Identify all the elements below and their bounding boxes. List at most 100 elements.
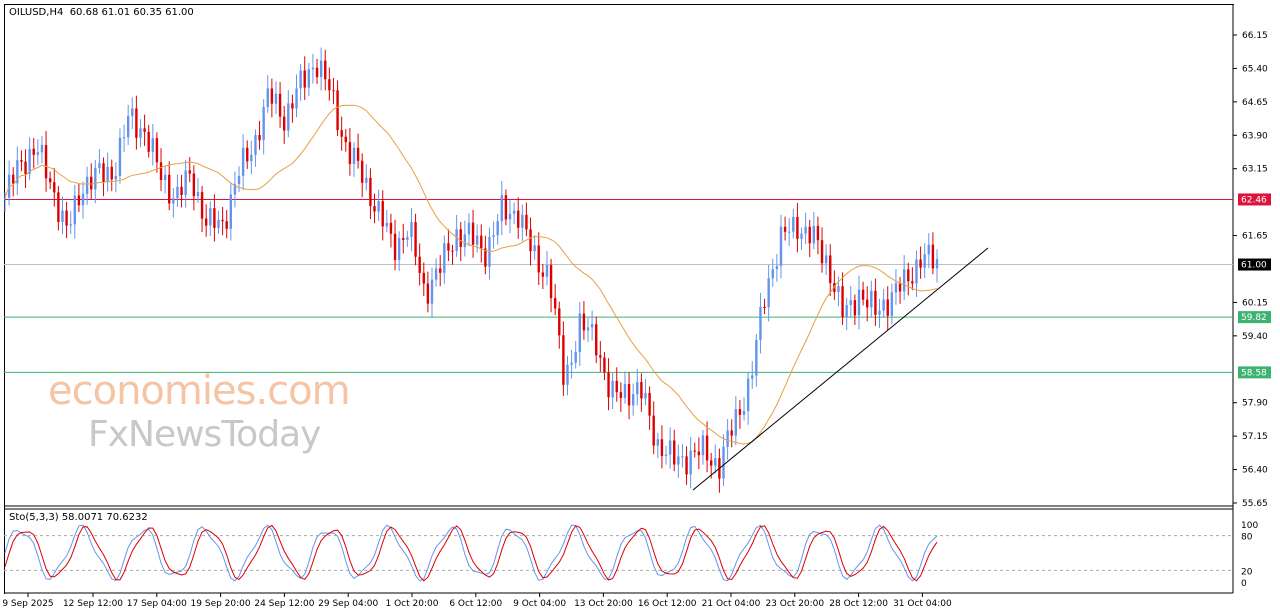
- candle-body: [393, 233, 397, 260]
- candle-body: [911, 281, 914, 284]
- time-tick-label: 17 Sep 04:00: [127, 599, 187, 609]
- candle-body: [307, 69, 311, 88]
- candle-body: [237, 175, 241, 185]
- candle-body: [611, 380, 614, 398]
- candle-body: [53, 182, 56, 193]
- candle-body: [907, 269, 910, 282]
- candle-body: [640, 382, 643, 399]
- candle-body: [159, 162, 163, 180]
- candle-body: [155, 138, 159, 163]
- candle-body: [225, 221, 228, 229]
- time-tick-label: 28 Oct 12:00: [829, 599, 888, 609]
- price-tick-label: 57.90: [1242, 399, 1268, 409]
- candle-body: [664, 454, 668, 456]
- candle-body: [233, 184, 237, 195]
- candle-body: [689, 450, 692, 475]
- candle-body: [742, 411, 746, 415]
- candle-body: [521, 214, 524, 228]
- price-tick-label: 55.65: [1242, 499, 1268, 509]
- price-tick-label: 66.15: [1242, 31, 1268, 41]
- candle-body: [861, 289, 865, 300]
- candle-body: [81, 193, 85, 206]
- candle-body: [787, 231, 791, 233]
- candle-body: [221, 219, 224, 222]
- candle-body: [693, 450, 696, 452]
- candle-body: [488, 236, 491, 267]
- candle-body: [110, 166, 113, 180]
- candle-body: [931, 244, 935, 269]
- candle-body: [755, 340, 758, 376]
- level-price-label: 59.82: [1241, 313, 1267, 323]
- candle-body: [652, 415, 655, 446]
- candle-body: [512, 210, 516, 214]
- time-tick-label: 24 Sep 12:00: [254, 599, 314, 609]
- candle-body: [340, 130, 343, 137]
- watermark-fxnewstoday: FxNewsToday: [88, 414, 321, 455]
- candle-body: [492, 235, 495, 237]
- candle-body: [866, 299, 869, 308]
- candle-body: [122, 137, 126, 139]
- candle-body: [217, 219, 220, 228]
- candle-body: [126, 116, 130, 138]
- candle-body: [287, 103, 290, 131]
- candle-body: [471, 222, 475, 245]
- candle-body: [389, 222, 393, 234]
- candle-body: [439, 268, 442, 273]
- candle-body: [377, 201, 380, 212]
- candle-body: [65, 210, 68, 226]
- candle-body: [381, 201, 384, 227]
- candle-body: [192, 173, 196, 197]
- stochastic-axis-label: 100: [1241, 521, 1258, 531]
- candle-body: [656, 439, 660, 446]
- candle-body: [808, 226, 811, 244]
- candle-body: [270, 88, 274, 104]
- candle-body: [533, 245, 536, 252]
- candle-body: [677, 456, 680, 465]
- candle-body: [204, 218, 208, 226]
- time-tick-label: 16 Oct 12:00: [638, 599, 697, 609]
- candle-body: [455, 229, 458, 251]
- candle-body: [603, 357, 606, 373]
- candle-body: [278, 93, 282, 117]
- level-price-label: 61.00: [1241, 261, 1267, 271]
- candle-body: [369, 177, 372, 207]
- candle-body: [69, 224, 72, 226]
- candle-body: [935, 258, 939, 269]
- candle-body: [241, 147, 245, 176]
- candle-body: [558, 308, 561, 336]
- candle-body: [180, 186, 183, 196]
- candle-body: [919, 259, 922, 268]
- candle-body: [484, 248, 487, 267]
- time-tick-label: 9 Sep 2025: [2, 599, 53, 609]
- candle-body: [730, 430, 733, 436]
- time-tick-label: 29 Sep 04:00: [318, 599, 378, 609]
- candle-body: [582, 313, 586, 331]
- candle-body: [299, 70, 302, 89]
- candle-body: [874, 290, 877, 315]
- candle-body: [282, 116, 286, 131]
- candle-body: [746, 378, 750, 412]
- price-tick-label: 61.65: [1242, 232, 1268, 242]
- candle-body: [139, 128, 142, 138]
- candle-body: [705, 435, 709, 461]
- candle-body: [44, 144, 48, 179]
- candle-body: [631, 394, 635, 406]
- candle-body: [28, 148, 31, 175]
- candle-body: [751, 375, 754, 379]
- candle-body: [246, 147, 249, 162]
- stochastic-axis-label: 20: [1241, 567, 1253, 577]
- candle-body: [525, 214, 528, 230]
- candle-body: [792, 216, 795, 232]
- time-tick-label: 31 Oct 04:00: [893, 599, 952, 609]
- candle-body: [168, 174, 171, 204]
- candle-body: [467, 222, 471, 235]
- candle-body: [213, 208, 216, 228]
- candle-body: [344, 136, 347, 143]
- candle-body: [131, 108, 134, 117]
- candle-body: [853, 300, 857, 316]
- candle-body: [463, 234, 467, 248]
- candle-body: [24, 161, 27, 175]
- chart-frame: [4, 4, 1234, 594]
- level-price-label: 58.58: [1241, 368, 1267, 378]
